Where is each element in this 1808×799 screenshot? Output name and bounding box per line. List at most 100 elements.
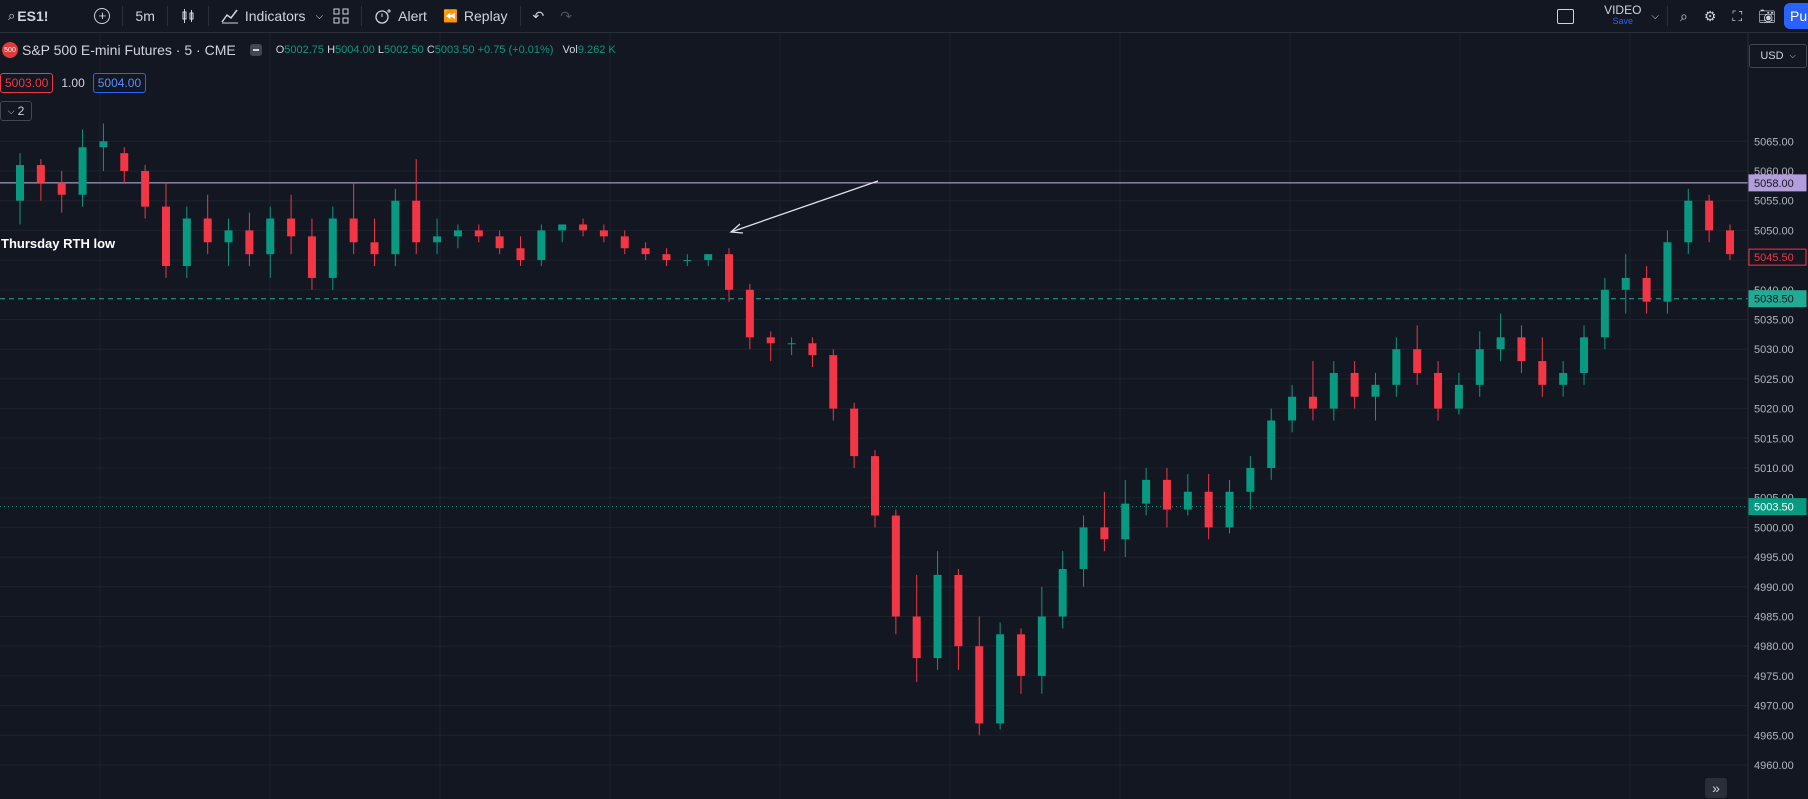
candle-body: [307, 236, 316, 278]
redo-button[interactable]: ↷: [552, 0, 580, 32]
candle-body: [1642, 277, 1651, 302]
right-toolbar: VIDEO Save ⌵ ⌕ ⚙ ⛶ 📷︎ Pu: [1549, 0, 1808, 32]
toolbar-divider: [361, 6, 363, 26]
candle-body: [1580, 337, 1589, 373]
quick-search-button[interactable]: ⌕: [1672, 0, 1696, 32]
undo-icon: ↶: [532, 7, 545, 24]
candle-body: [328, 218, 337, 278]
video-dropdown[interactable]: ⌵: [1647, 0, 1663, 32]
compare-symbol-button[interactable]: +: [86, 0, 118, 32]
indicators-counter[interactable]: ⌵ 2: [0, 101, 32, 121]
video-save-button[interactable]: VIDEO Save: [1598, 3, 1647, 27]
indicator-templates-dropdown[interactable]: ⌵: [314, 0, 326, 32]
candle-body: [433, 236, 442, 243]
interval-button[interactable]: 5m: [135, 8, 155, 24]
toolbar-divider: [1667, 6, 1668, 26]
candle-body: [662, 254, 671, 261]
chart-grid: [0, 33, 1748, 799]
axis-tick-label: 4980.00: [1754, 641, 1794, 653]
axis-tick-label: 5050.00: [1754, 225, 1794, 237]
candle-body: [1434, 372, 1443, 409]
candle-body: [1079, 527, 1088, 569]
candle-body: [620, 236, 629, 249]
replay-label: Replay: [463, 8, 508, 24]
candle-body: [1538, 361, 1547, 385]
grid-layout-icon: [333, 8, 349, 24]
scroll-to-realtime-button[interactable]: »: [1705, 778, 1727, 798]
candle-body: [787, 343, 796, 345]
indicators-label: Indicators: [244, 8, 306, 24]
chart-type-button[interactable]: [172, 0, 204, 32]
sell-button[interactable]: 5003.00: [0, 73, 54, 93]
candle-body: [1726, 230, 1734, 255]
price-label-current-bg: [1748, 498, 1807, 516]
candle-body: [99, 141, 108, 148]
candle-body: [641, 248, 650, 255]
price-label-last: 5045.50: [1754, 252, 1794, 264]
axis-tick-label: 4965.00: [1754, 730, 1794, 742]
price-label-last-bg: [1748, 248, 1807, 266]
candle-body: [182, 218, 191, 267]
candle-body: [766, 337, 775, 344]
candle-body: [120, 153, 129, 171]
candle-body: [1496, 337, 1505, 350]
candle-body: [161, 206, 170, 267]
axis-tick-label: 5015.00: [1754, 433, 1794, 445]
open-value: 5002.75: [284, 44, 325, 56]
price-axis-bg: [1748, 33, 1808, 799]
axis-tick-label: 5025.00: [1754, 374, 1794, 386]
axis-tick-label: 5010.00: [1754, 463, 1794, 475]
publish-button[interactable]: Pu: [1784, 3, 1808, 29]
axis-tick-label: 4970.00: [1754, 701, 1794, 713]
candle-body: [266, 218, 275, 255]
currency-selector[interactable]: USD ⌵: [1749, 44, 1807, 68]
symbol-logo: 500: [2, 42, 18, 58]
candles-icon: [182, 9, 194, 23]
high-value: 5004.00: [335, 44, 375, 56]
price-label-rth-low-bg: [1748, 290, 1807, 308]
candle-body: [704, 254, 713, 261]
buy-button[interactable]: 5004.00: [92, 73, 147, 93]
ohlc-values: O5002.75 H5004.00 L5002.50 C5003.50 +0.7…: [276, 44, 616, 56]
fullscreen-toggle-button[interactable]: [1549, 0, 1582, 32]
candle-body: [1016, 634, 1025, 676]
settings-button[interactable]: ⚙: [1696, 0, 1725, 32]
candle-body: [1559, 372, 1568, 385]
alert-label: Alert: [398, 8, 427, 24]
candle-body: [1142, 479, 1151, 504]
order-quantity[interactable]: 1.00: [61, 76, 85, 90]
candle-body: [287, 218, 296, 237]
candle-body: [1705, 200, 1714, 231]
legend-collapse-button[interactable]: [249, 44, 262, 56]
candle-body: [391, 200, 400, 255]
redo-icon: ↷: [560, 7, 572, 24]
magnifier-icon: ⌕: [1680, 7, 1688, 24]
symbol-title[interactable]: S&P 500 E-mini Futures · 5 · CME: [22, 42, 236, 58]
replay-button[interactable]: ⏪ Replay: [435, 0, 516, 32]
price-labels: 5058.00 5045.50 5038.50 5003.50: [1748, 174, 1807, 516]
price-label-rth-low: 5038.50: [1754, 294, 1794, 306]
candle-body: [1225, 491, 1234, 528]
undo-button[interactable]: ↶: [525, 0, 553, 32]
indicators-button[interactable]: Indicators: [213, 0, 314, 32]
candle-body: [1392, 349, 1401, 385]
snapshot-button[interactable]: 📷︎: [1750, 0, 1784, 32]
high-label: H: [327, 44, 336, 56]
price-chart[interactable]: Thursday RTH low 5065.005060.005055.0050…: [0, 33, 1808, 799]
axis-tick-label: 5055.00: [1754, 196, 1794, 208]
alert-button[interactable]: Alert: [366, 0, 435, 32]
volume-value: 9.262 K: [577, 44, 616, 56]
candle-body: [579, 224, 588, 231]
candle-body: [1329, 372, 1338, 409]
symbol-label: ES1!: [17, 8, 49, 24]
candle-body: [725, 254, 734, 290]
candle-body: [1204, 491, 1213, 528]
video-label: VIDEO: [1604, 3, 1642, 17]
fullscreen-button[interactable]: ⛶: [1724, 0, 1750, 32]
candle-body: [1600, 289, 1609, 338]
layout-grid-button[interactable]: [325, 0, 357, 32]
axis-tick-label: 4985.00: [1754, 612, 1794, 624]
axis-tick-label: 4975.00: [1754, 671, 1794, 683]
symbol-search-button[interactable]: ⌕ ES1!: [0, 0, 56, 32]
candle-body: [933, 574, 942, 659]
